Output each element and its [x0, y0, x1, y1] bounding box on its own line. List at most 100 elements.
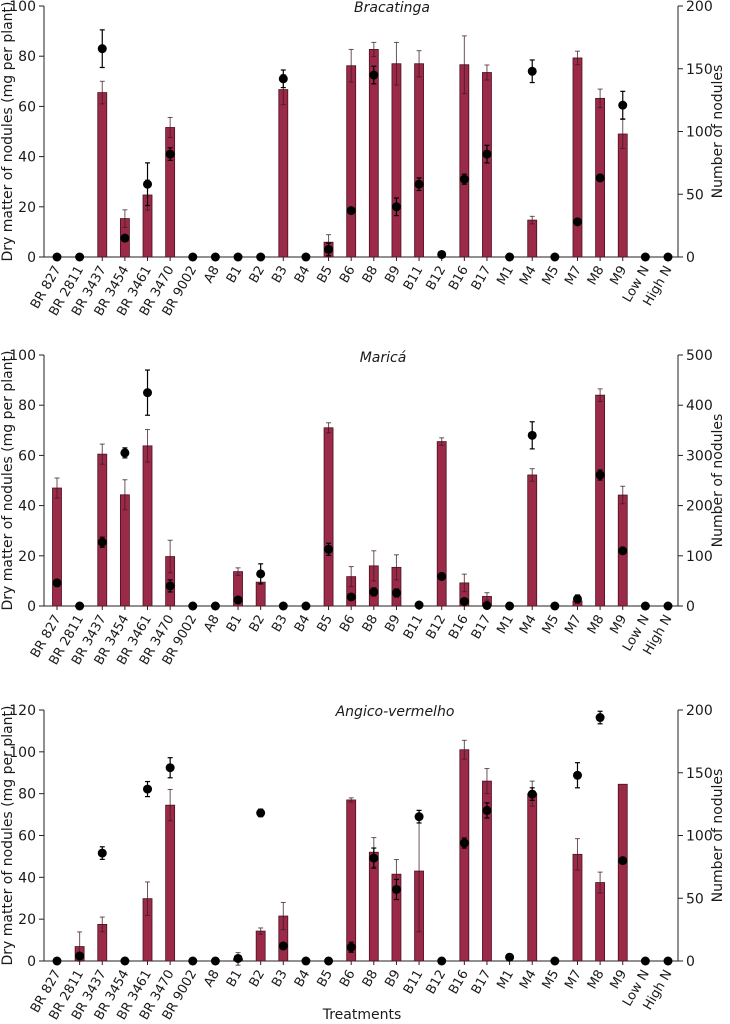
category-label: M5	[540, 613, 563, 637]
data-point	[369, 853, 379, 863]
panel-angico-vermelho: 0 20 40 60 80 100 120 0 50 100 150 200 Dry matter of…	[0, 703, 726, 1023]
left-tick-label: 80	[18, 787, 36, 803]
category-label: B9	[382, 968, 404, 990]
data-point	[256, 569, 266, 579]
bar	[165, 127, 176, 258]
category-label: B4	[292, 968, 314, 990]
category-label: B12	[423, 613, 449, 643]
right-tick-label: 400	[686, 398, 713, 414]
data-point	[324, 956, 334, 966]
data-point	[278, 941, 288, 951]
left-tick-label: 0	[27, 599, 36, 615]
data-point	[301, 252, 311, 262]
left-axis-title: Dry matter of nodules (mg per plant)	[0, 706, 16, 966]
data-point	[550, 252, 560, 262]
category-label: B9	[382, 264, 404, 286]
left-tick-label: 80	[18, 49, 36, 65]
data-point	[391, 202, 401, 212]
bar	[527, 793, 538, 962]
category-label: B17	[469, 613, 495, 643]
category-label: M7	[562, 613, 585, 637]
category-label: M8	[585, 264, 608, 288]
data-point	[346, 206, 356, 216]
x-axis-title: Treatments	[322, 1007, 402, 1023]
data-point	[369, 587, 379, 597]
data-point	[618, 856, 628, 866]
data-point	[165, 149, 175, 159]
data-point	[301, 956, 311, 966]
data-point	[482, 600, 492, 610]
bar	[527, 474, 538, 607]
category-label: B6	[337, 264, 359, 286]
category-label: M8	[585, 613, 608, 637]
right-tick-label: 100	[686, 829, 713, 845]
left-axis-title: Dry matter of nodules (mg per plant)	[0, 351, 16, 611]
bar	[346, 65, 357, 258]
bar	[482, 72, 492, 258]
data-point	[52, 956, 62, 966]
category-label: B2	[247, 613, 269, 635]
category-label: B5	[314, 264, 336, 286]
right-tick-label: 100	[686, 125, 713, 141]
data-point	[414, 600, 424, 610]
category-label: B5	[314, 613, 336, 635]
data-point	[527, 66, 537, 76]
category-label: B6	[337, 613, 359, 635]
data-point	[391, 884, 401, 894]
data-point	[75, 601, 85, 611]
bar	[323, 427, 334, 607]
category-label: A8	[201, 264, 223, 286]
category-label: B12	[423, 968, 449, 998]
right-tick-label: 200	[686, 499, 713, 515]
category-label: M4	[517, 613, 540, 637]
bar	[255, 581, 266, 607]
data-point	[369, 70, 379, 80]
data-point	[210, 956, 220, 966]
left-tick-label: 40	[18, 499, 36, 515]
category-label: M8	[585, 968, 608, 992]
category-label: M7	[562, 968, 585, 992]
right-tick-label: 200	[686, 703, 713, 719]
data-point	[663, 956, 673, 966]
left-tick-label: 120	[9, 703, 36, 719]
bar	[595, 394, 606, 607]
category-label: B1	[224, 264, 246, 286]
category-label: B1	[224, 613, 246, 635]
data-point	[143, 179, 153, 189]
data-point	[437, 571, 447, 581]
data-point	[97, 537, 107, 547]
right-axis-title: Number of nodules	[710, 769, 726, 903]
bar	[436, 441, 447, 607]
data-point	[572, 217, 582, 227]
bar	[97, 453, 108, 607]
bar	[527, 219, 538, 258]
category-label: M1	[494, 264, 517, 288]
data-point	[210, 601, 220, 611]
data-point	[640, 252, 650, 262]
category-label: B16	[446, 968, 472, 998]
data-point	[278, 601, 288, 611]
data-point	[52, 252, 62, 262]
left-tick-label: 100	[9, 348, 36, 364]
data-point	[505, 252, 515, 262]
category-label: B12	[423, 264, 449, 294]
data-point	[572, 770, 582, 780]
bar	[119, 494, 130, 607]
category-label: B16	[446, 264, 472, 294]
data-point	[505, 952, 515, 962]
data-point	[301, 601, 311, 611]
category-label: B8	[360, 613, 382, 635]
right-tick-label: 200	[686, 0, 713, 15]
category-label: B8	[360, 264, 382, 286]
category-label: B17	[469, 264, 495, 294]
right-tick-label: 0	[686, 599, 695, 615]
left-tick-label: 40	[18, 870, 36, 886]
data-point	[414, 812, 424, 822]
data-point	[572, 594, 582, 604]
category-label: M4	[517, 264, 540, 288]
data-point	[233, 953, 243, 963]
data-point	[75, 252, 85, 262]
data-point	[256, 808, 266, 818]
data-point	[482, 805, 492, 815]
category-label: B16	[446, 613, 472, 643]
